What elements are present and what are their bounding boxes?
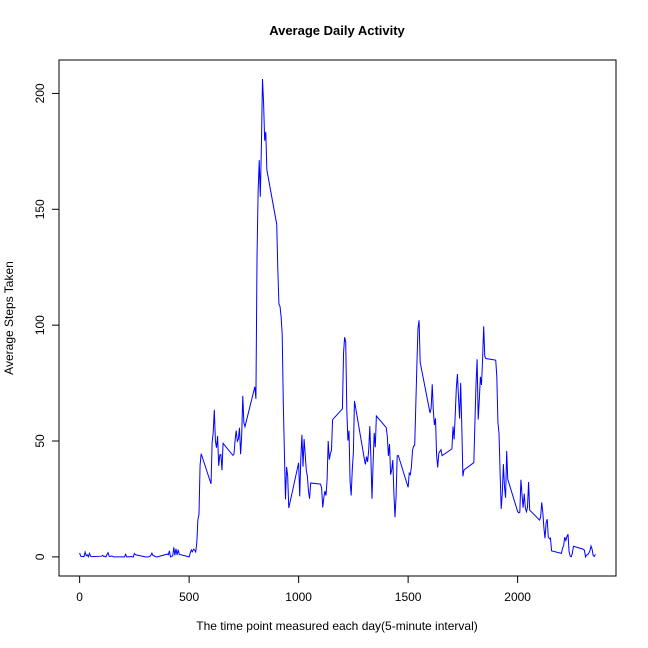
data-line bbox=[79, 79, 596, 559]
x-tick-label: 2000 bbox=[504, 590, 531, 604]
y-tick-label: 150 bbox=[33, 199, 47, 219]
x-tick-label: 0 bbox=[76, 590, 83, 604]
plot-box bbox=[58, 59, 617, 577]
y-tick-label: 200 bbox=[33, 83, 47, 103]
x-tick-label: 500 bbox=[179, 590, 199, 604]
y-axis-label: Average Steps Taken bbox=[2, 261, 16, 375]
y-tick-label: 100 bbox=[33, 315, 47, 335]
y-tick-label: 50 bbox=[33, 434, 47, 448]
x-tick-label: 1000 bbox=[285, 590, 312, 604]
x-tick-label: 1500 bbox=[395, 590, 422, 604]
chart-title: Average Daily Activity bbox=[269, 23, 405, 38]
y-tick-label: 0 bbox=[33, 553, 47, 560]
x-axis-label: The time point measured each day(5-minut… bbox=[196, 619, 477, 633]
